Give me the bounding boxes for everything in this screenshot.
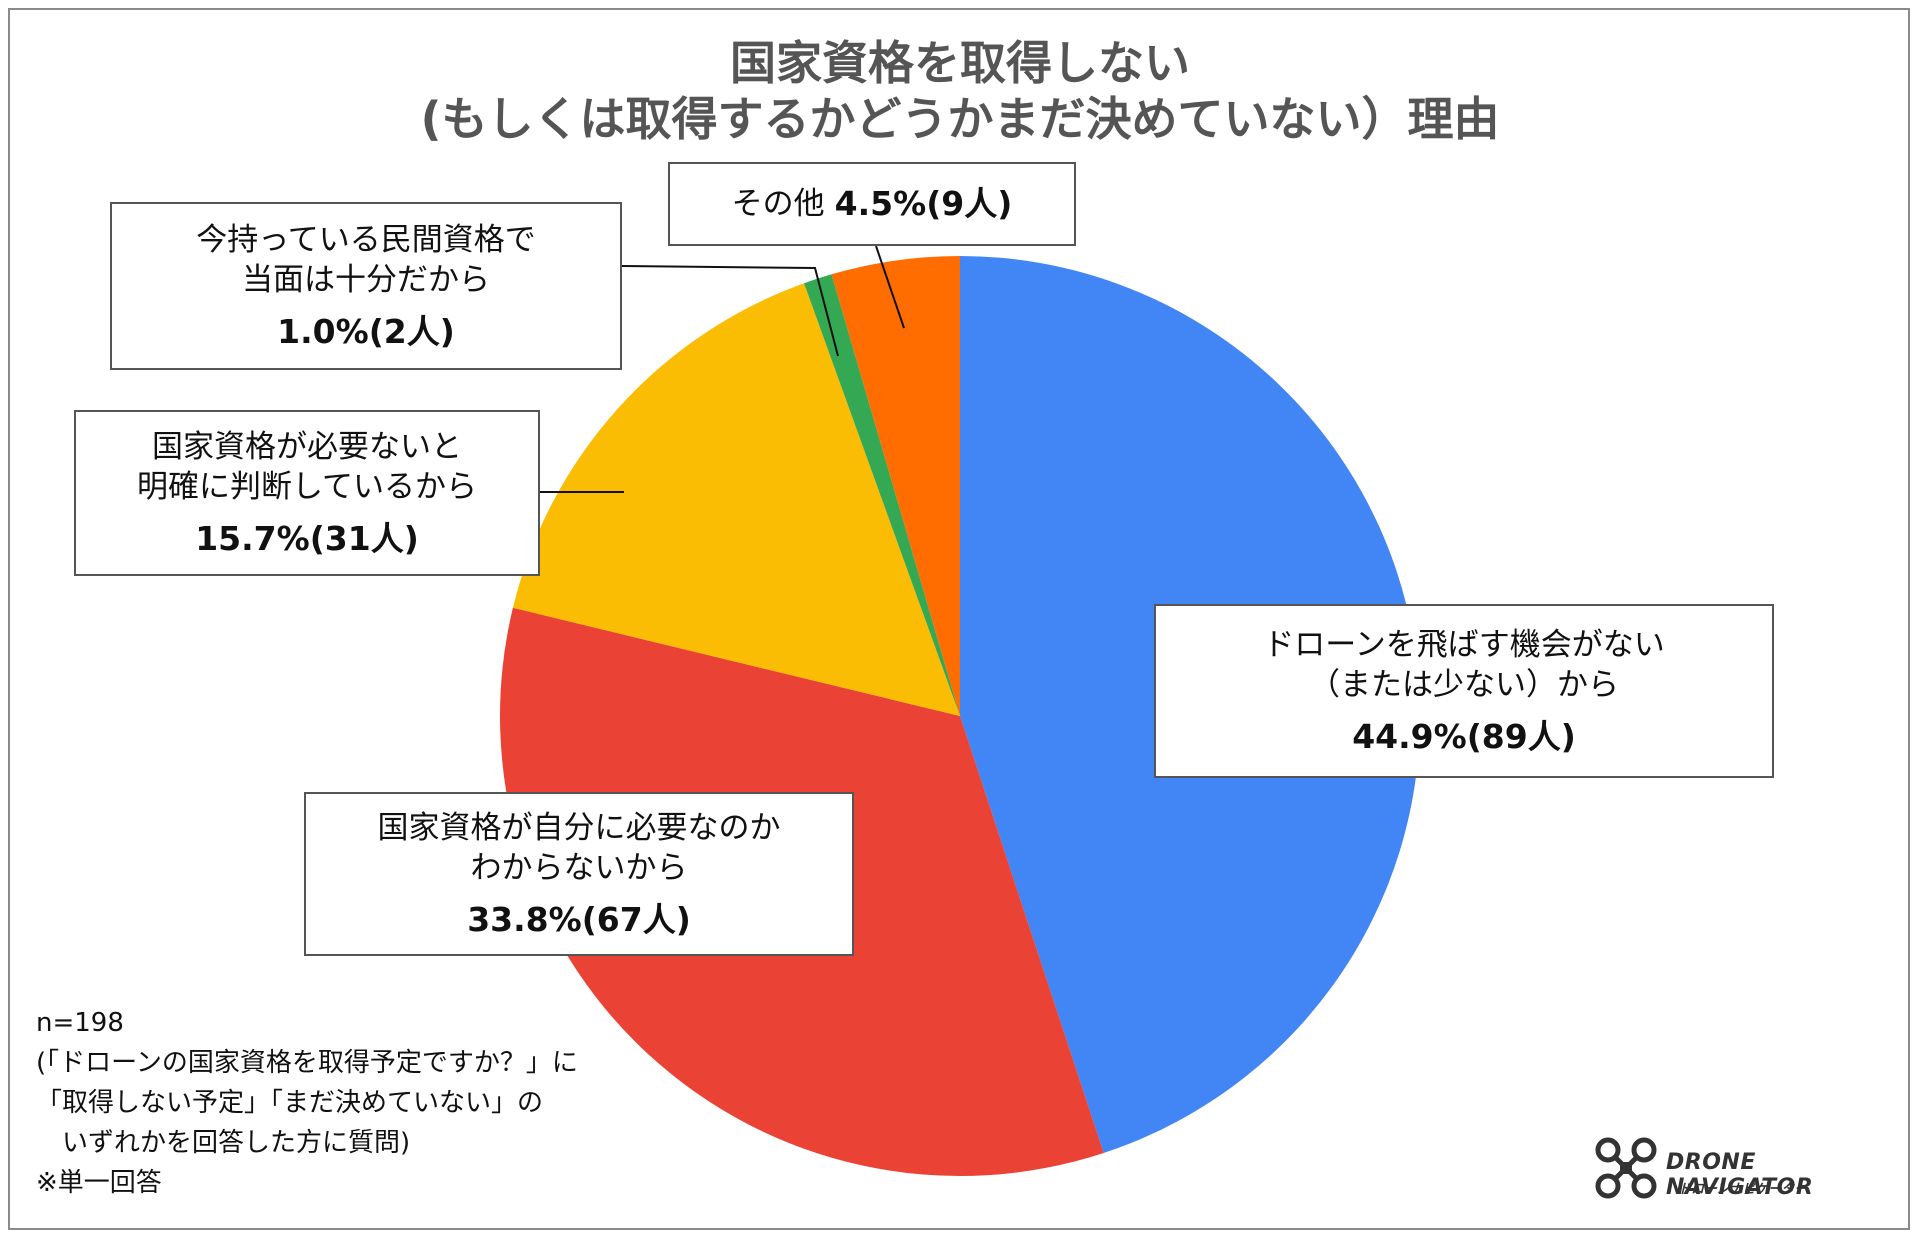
note-question-3: いずれかを回答した方に質問) [36,1128,411,1158]
logo-subtitle: ドローンナビゲーター [1678,1182,1808,1197]
note-question-1: (「ドローンの国家資格を取得予定ですか？」に [36,1048,578,1078]
slice-label-4-pct: 4.5%(9人) [834,184,1013,223]
slice-label-1-line2: わからないから [470,850,688,886]
note-question-2: 「取得しない予定」「まだ決めていない」の [36,1088,544,1118]
note-single-answer: ※単一回答 [36,1168,162,1198]
pie-slice-3 [804,274,960,716]
slice-label-0-line1: ドローンを飛ばす機会がない [1263,627,1665,663]
slice-label-0-line2: （または少ない）から [1309,667,1619,703]
slice-label-2-line2: 明確に判断しているから [136,469,478,505]
slice-label-0: ドローンを飛ばす機会がない （または少ない）から 44.9%(89人) [1154,604,1774,778]
slice-label-3-line2: 当面は十分だから [242,262,490,298]
slice-label-2-line1: 国家資格が必要ないと [152,429,462,465]
leader-line-2 [875,245,905,329]
note-sample-size: n=198 [36,1008,124,1038]
slice-label-0-pct: 44.9%(89人) [1352,717,1576,756]
slice-label-4: その他 4.5%(9人) [668,162,1076,246]
slice-label-3-line1: 今持っている民間資格で [196,222,536,258]
chart-notes: n=198 (「ドローンの国家資格を取得予定ですか？」に 「取得しない予定」「ま… [36,1003,578,1203]
chart-frame [8,8,1910,1230]
slice-label-2: 国家資格が必要ないと 明確に判断しているから 15.7%(31人) [74,410,540,576]
drone-icon [1595,1137,1657,1199]
pie-slice-4 [831,256,960,716]
slice-label-3-pct: 1.0%(2人) [277,312,455,351]
slice-label-1: 国家資格が自分に必要なのか わからないから 33.8%(67人) [304,792,854,956]
drone-navigator-logo: DRONE NAVIGATOR ドローンナビゲーター [1592,1136,1872,1200]
slice-label-1-pct: 33.8%(67人) [467,900,691,939]
chart-title-line2: (もしくは取得するかどうかまだ決めていない）理由 [420,92,1500,146]
slice-label-2-pct: 15.7%(31人) [195,519,419,558]
pie-slice-2 [512,283,960,716]
leader-line-0 [621,265,839,357]
slice-label-4-line1: その他 [731,186,825,222]
slice-label-3: 今持っている民間資格で 当面は十分だから 1.0%(2人) [110,202,622,370]
slice-label-1-line1: 国家資格が自分に必要なのか [377,810,781,846]
chart-title-line1: 国家資格を取得しない [730,36,1190,90]
logo-name: DRONE NAVIGATOR [1666,1150,1814,1200]
